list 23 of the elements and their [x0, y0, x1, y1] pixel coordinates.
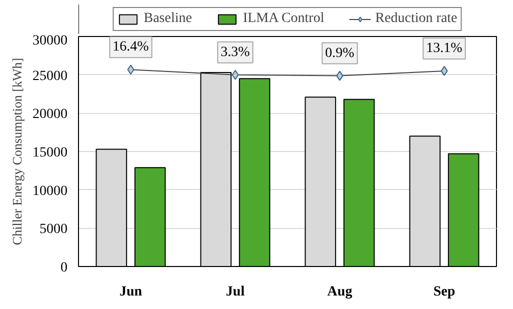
data-label: 0.9%	[325, 46, 355, 61]
legend-label: Baseline	[144, 11, 192, 27]
data-label: 3.3%	[220, 44, 250, 60]
data-label: 13.1%	[426, 40, 463, 56]
y-tick-label: 30000	[32, 34, 68, 48]
data-label: 16.4%	[112, 40, 150, 55]
y-tick-label: 15000	[32, 146, 68, 160]
bar	[343, 98, 375, 266]
y-tick-label: 10000	[32, 184, 68, 199]
y-axis-title: Chiller Energy Consumption [kWh]	[10, 58, 24, 246]
y-tick-label: 20000	[32, 107, 68, 122]
legend-label: ILMA Control	[242, 11, 324, 27]
bar	[134, 167, 166, 266]
x-tick-label: Jul	[226, 284, 245, 300]
bar	[238, 78, 270, 266]
y-tick-label: 25000	[32, 68, 68, 84]
x-tick-label: Jun	[119, 284, 142, 300]
x-tick-label: Sep	[433, 284, 456, 300]
legend-label: Reduction rate	[375, 11, 458, 27]
bar	[448, 153, 480, 266]
y-tick-label: 5000	[40, 222, 68, 238]
x-tick-label: Aug	[327, 284, 352, 300]
y-tick-label: 0	[60, 260, 68, 276]
